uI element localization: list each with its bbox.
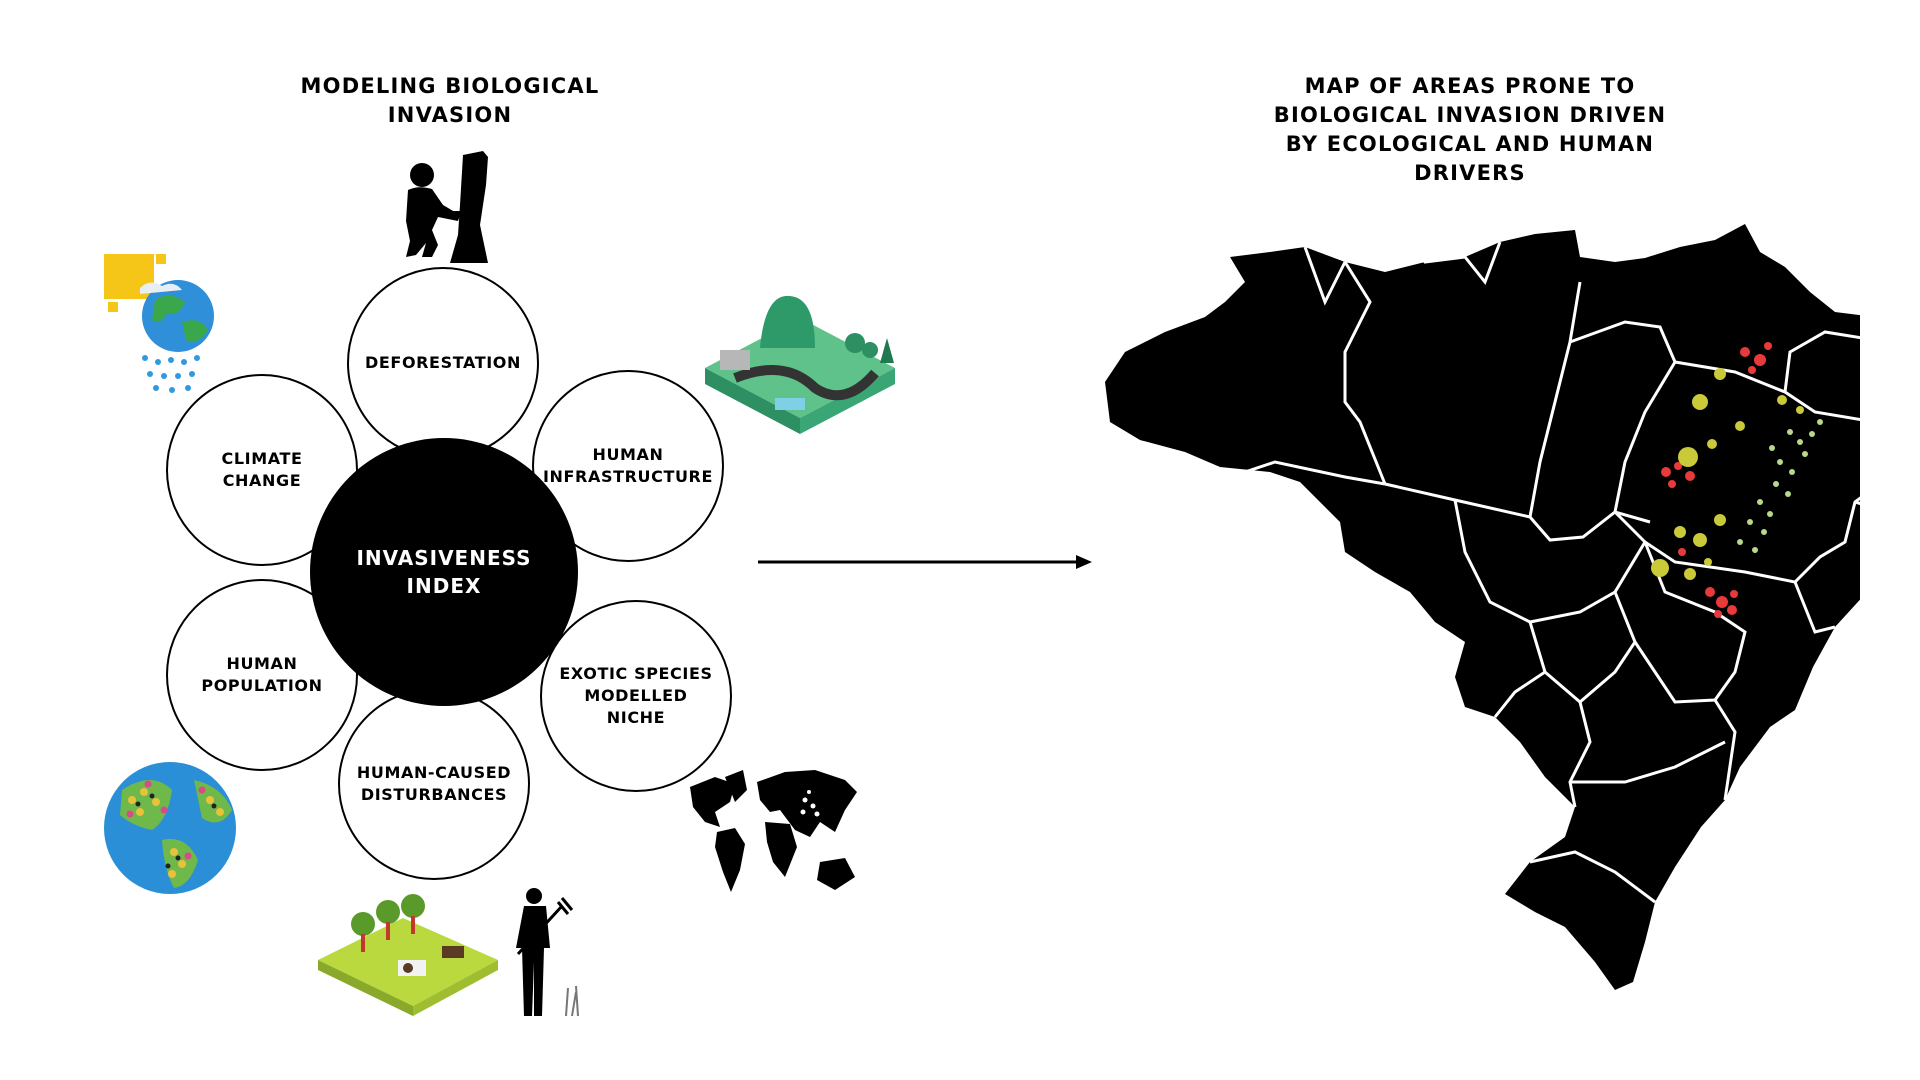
right-title: MAP OF AREAS PRONE TO BIOLOGICAL INVASIO… [1273,74,1667,185]
human-disturbances-label: HUMAN-CAUSED DISTURBANCES [356,763,512,804]
human-infrastructure-label: HUMAN INFRASTRUCTURE [542,445,714,486]
human-population-node: HUMAN POPULATION [166,579,358,771]
exotic-species-label: EXOTIC SPECIES MODELLED NICHE [559,664,713,727]
sun-rain-globe-icon [104,254,214,393]
climate-change-node: CLIMATE CHANGE [166,374,358,566]
hotspot-points [1651,342,1823,618]
flow-arrow [758,555,1092,569]
human-disturbances-node: HUMAN-CAUSED DISTURBANCES [338,688,530,880]
crowded-globe-icon [104,762,236,894]
left-title: MODELING BIOLOGICAL INVASION [300,74,600,127]
farm-cattle-farmer-icon [318,888,579,1017]
brazil-map-outline [1105,224,1860,990]
logger-chainsaw-tree-icon [406,151,488,263]
world-map-icon [690,770,857,892]
deforestation-node: DEFORESTATION [347,267,539,459]
deforestation-label: DEFORESTATION [365,353,521,372]
exotic-species-node: EXOTIC SPECIES MODELLED NICHE [540,600,732,792]
human-population-label: HUMAN POPULATION [201,654,323,695]
isometric-road-landscape-icon [705,295,895,434]
climate-change-label: CLIMATE CHANGE [221,449,303,490]
brazil-map [1105,222,1860,990]
invasiveness-index-node: INVASIVENESS INDEX [310,438,578,706]
invasiveness-index-label: INVASIVENESS INDEX [356,546,532,598]
human-infrastructure-node: HUMAN INFRASTRUCTURE [532,370,724,562]
